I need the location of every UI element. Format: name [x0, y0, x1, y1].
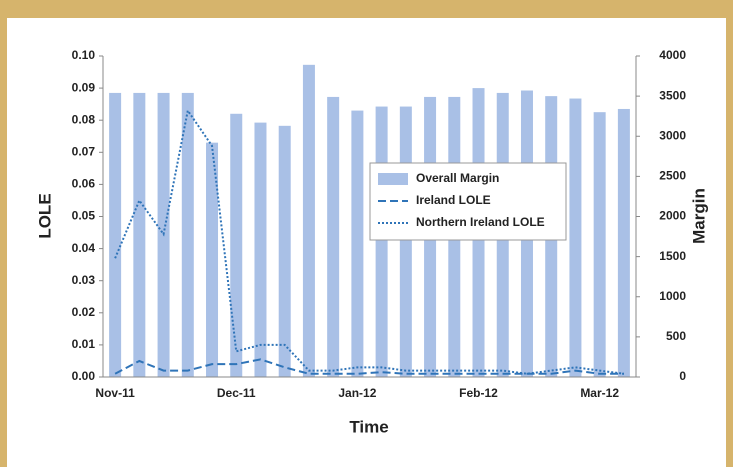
y-tick-label: 0.02	[72, 305, 96, 319]
x-tick-label: Nov-11	[95, 386, 135, 400]
y2-tick-label: 0	[679, 369, 686, 383]
y-tick-label: 0.06	[72, 177, 96, 191]
y2-tick-label: 4000	[659, 48, 686, 62]
bar	[133, 92, 146, 377]
y-tick-label: 0.01	[72, 337, 96, 351]
x-tick-label: Mar-12	[580, 386, 619, 400]
bar	[569, 98, 582, 377]
bar	[375, 106, 388, 378]
x-tick-label: Dec-11	[217, 386, 256, 400]
y-tick-label: 0.00	[72, 369, 96, 383]
bar	[351, 110, 364, 377]
y2-tick-label: 3000	[659, 128, 686, 142]
y2-axis-title: Margin	[689, 188, 708, 244]
y2-tick-label: 1500	[659, 249, 686, 263]
bar	[302, 64, 315, 377]
y2-tick-label: 3500	[659, 88, 686, 102]
frame	[7, 18, 726, 467]
bar	[327, 96, 340, 378]
legend-label: Northern Ireland LOLE	[416, 215, 545, 229]
bar	[230, 113, 243, 377]
y-tick-label: 0.09	[72, 80, 96, 94]
line	[114, 108, 625, 375]
bar	[254, 122, 267, 377]
line	[114, 358, 624, 375]
x-axis-title: Time	[349, 417, 388, 436]
legend-swatch	[378, 173, 408, 185]
y2-tick-label: 1000	[659, 289, 686, 303]
y-tick-label: 0.07	[72, 144, 96, 158]
bar	[181, 92, 194, 377]
y-axis-title: LOLE	[35, 193, 54, 238]
bar	[278, 125, 291, 377]
y-tick-label: 0.08	[72, 112, 96, 126]
legend-label: Overall Margin	[416, 171, 499, 185]
bar	[399, 106, 412, 378]
bar	[206, 142, 219, 377]
x-tick-label: Feb-12	[459, 386, 498, 400]
y-tick-label: 0.03	[72, 273, 96, 287]
y-tick-label: 0.10	[72, 48, 96, 62]
bar	[109, 92, 122, 377]
legend-label: Ireland LOLE	[416, 193, 491, 207]
y2-tick-label: 500	[666, 329, 686, 343]
y-tick-label: 0.04	[72, 241, 96, 255]
x-tick-label: Jan-12	[338, 386, 376, 400]
y2-tick-label: 2000	[659, 209, 686, 223]
y2-tick-label: 2500	[659, 169, 686, 183]
y-tick-label: 0.05	[72, 209, 96, 223]
bar	[593, 112, 606, 378]
bar	[617, 108, 630, 377]
